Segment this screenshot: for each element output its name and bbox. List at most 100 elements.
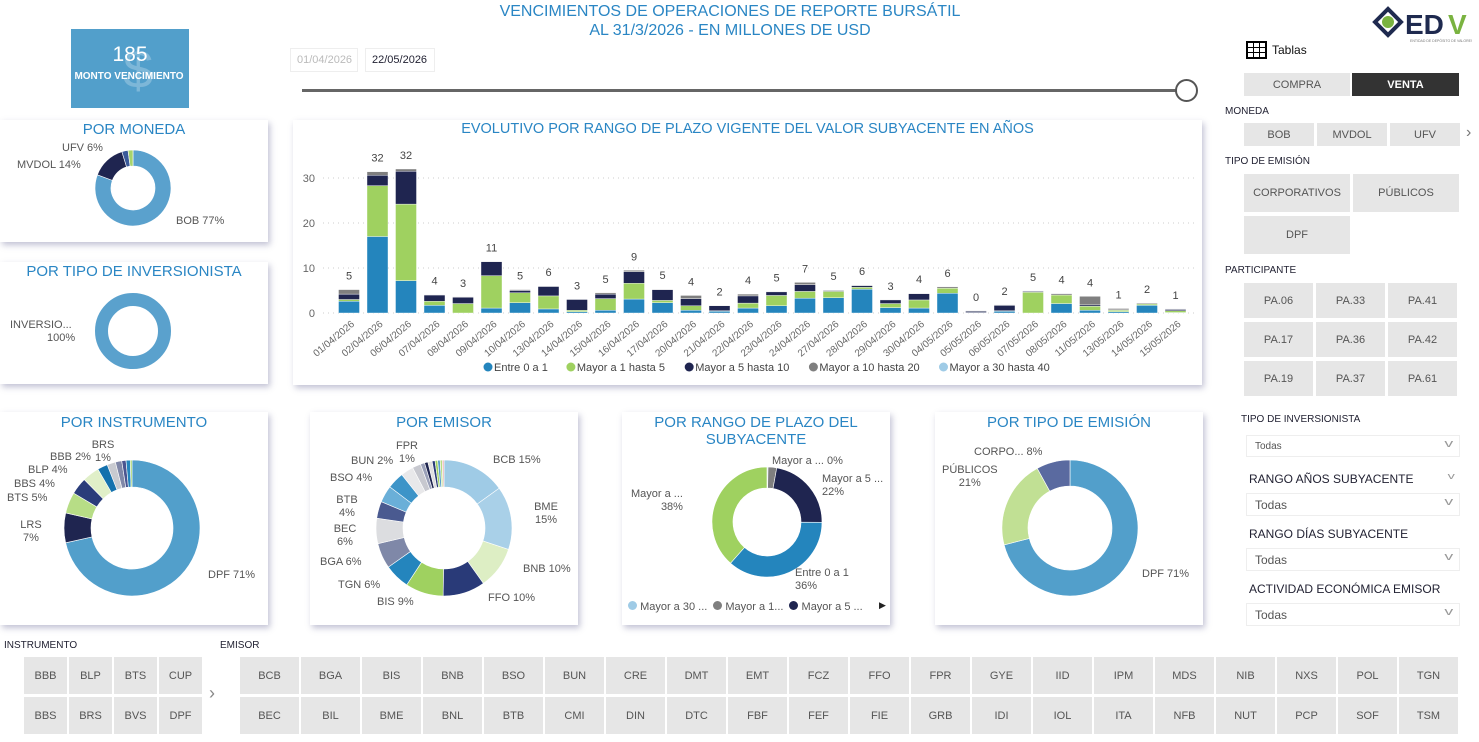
filter-emisor-iid[interactable]: IID [1033,657,1092,694]
donut-slice[interactable] [95,293,171,369]
donut-slice[interactable] [129,459,133,488]
donut-slice[interactable] [711,466,768,564]
donut-slice[interactable] [96,151,127,181]
filter-emisor-pol[interactable]: POL [1338,657,1397,694]
filter-participante-pa17[interactable]: PA.17 [1244,322,1313,357]
bar-segment[interactable] [1050,293,1073,296]
filter-emisor-pcp[interactable]: PCP [1277,697,1336,734]
bar-segment[interactable] [480,275,503,309]
venta-button[interactable]: VENTA [1352,73,1459,96]
filter-emisor-bec[interactable]: BEC [240,697,299,734]
bar-segment[interactable] [651,289,674,301]
filter-instrumento-bts[interactable]: BTS [114,657,157,694]
bar-segment[interactable] [737,307,759,314]
bar-segment[interactable] [566,310,588,312]
filter-emisor-ffo[interactable]: FFO [850,657,909,694]
bar-segment[interactable] [623,298,645,314]
instrumento-next-chevron-icon[interactable]: › [209,683,215,703]
bar-segment[interactable] [366,236,389,314]
bar-segment[interactable] [908,293,930,301]
filter-emisor-nxs[interactable]: NXS [1277,657,1336,694]
filter-emisor-bnl[interactable]: BNL [423,697,482,734]
bar-segment[interactable] [680,298,702,307]
bar-segment[interactable] [1022,292,1044,314]
filter-emisor-cre[interactable]: CRE [606,657,665,694]
bar-segment[interactable] [737,295,759,304]
bar-segment[interactable] [566,299,588,311]
filter-emisor-ipm[interactable]: IPM [1094,657,1153,694]
date-slider-handle[interactable] [1175,79,1198,102]
donut-slice[interactable] [1003,459,1139,597]
bar-segment[interactable] [338,299,360,302]
bar-segment[interactable] [765,295,788,306]
bar-segment[interactable] [936,288,959,294]
filter-participante-pa37[interactable]: PA.37 [1316,361,1385,396]
filter-instrumento-brs[interactable]: BRS [69,697,112,734]
bar-segment[interactable] [1079,306,1101,311]
bar-segment[interactable] [936,286,959,289]
bar-segment[interactable] [480,307,503,314]
filter-emisor-fcz[interactable]: FCZ [789,657,848,694]
bar-segment[interactable] [879,299,902,304]
bar-segment[interactable] [851,285,873,288]
bar-segment[interactable] [794,297,816,314]
filter-emisor-iol[interactable]: IOL [1033,697,1092,734]
bar-segment[interactable] [708,305,731,311]
date-slider-track[interactable] [302,89,1176,92]
bar-segment[interactable] [366,171,389,176]
filter-emisor-bnb[interactable]: BNB [423,657,482,694]
filter-publicos[interactable]: PÚBLICOS [1353,174,1459,212]
filter-emisor-grb[interactable]: GRB [911,697,970,734]
bar-segment[interactable] [423,294,446,302]
filter-instrumento-cup[interactable]: CUP [159,657,202,694]
bar-segment[interactable] [651,300,674,303]
filter-moneda-mvdol[interactable]: MVDOL [1317,123,1387,146]
tipo-inversionista-dropdown[interactable]: Todas v [1246,435,1460,457]
legend-next-arrow-icon[interactable]: ▶ [879,600,886,610]
filter-emisor-emt[interactable]: EMT [728,657,787,694]
bar-segment[interactable] [594,310,617,314]
bar-segment[interactable] [623,270,645,272]
legend-item[interactable]: Mayor a 1... [713,601,783,613]
bar-segment[interactable] [651,302,674,314]
filter-participante-pa41[interactable]: PA.41 [1388,283,1457,318]
bar-segment[interactable] [765,291,788,296]
bar-segment[interactable] [879,303,902,308]
bar-segment[interactable] [680,305,702,311]
filter-instrumento-bbs[interactable]: BBS [24,697,67,734]
filter-instrumento-blp[interactable]: BLP [69,657,112,694]
bar-segment[interactable] [594,293,617,299]
legend-item[interactable]: Mayor a 5 ... [789,601,863,613]
bar-segment[interactable] [936,292,959,314]
bar-segment[interactable] [879,307,902,314]
start-date-input[interactable]: 01/04/2026 [290,48,358,72]
filter-emisor-mds[interactable]: MDS [1155,657,1214,694]
bar-segment[interactable] [566,311,588,314]
bar-segment[interactable] [395,203,417,281]
bar-segment[interactable] [623,271,645,284]
rango-dias-dropdown[interactable]: Todas v [1246,548,1460,571]
donut-slice[interactable] [1001,468,1051,546]
bar-segment[interactable] [338,289,360,295]
bar-segment[interactable] [1079,296,1101,306]
bar-segment[interactable] [509,289,531,291]
donut-slice[interactable] [772,467,823,523]
bar-segment[interactable] [822,297,845,314]
bar-segment[interactable] [395,280,417,314]
bar-segment[interactable] [537,295,560,310]
filter-emisor-bso[interactable]: BSO [484,657,543,694]
bar-segment[interactable] [993,310,1016,314]
bar-segment[interactable] [338,293,360,300]
bar-segment[interactable] [965,310,987,313]
bar-segment[interactable] [680,295,702,299]
bar-segment[interactable] [594,298,617,311]
legend-item[interactable]: Mayor a 5 hasta 10 [684,362,790,374]
filter-participante-pa06[interactable]: PA.06 [1244,283,1313,318]
filter-emisor-gye[interactable]: GYE [972,657,1031,694]
bar-segment[interactable] [509,302,531,314]
bar-segment[interactable] [737,302,759,309]
filter-instrumento-bbb[interactable]: BBB [24,657,67,694]
bar-segment[interactable] [509,290,531,293]
bar-segment[interactable] [908,307,930,314]
bar-segment[interactable] [794,284,816,292]
